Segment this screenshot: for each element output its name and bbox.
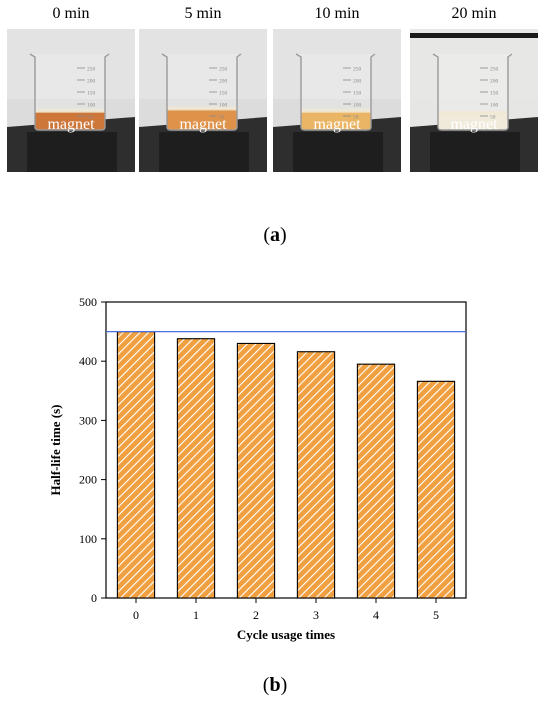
- beaker-glass: [432, 53, 513, 131]
- beaker-photo: 250 200 150 100 50: [410, 29, 538, 172]
- graduation-label: 100: [219, 103, 228, 109]
- beaker-glass: [29, 53, 110, 131]
- graduation-label: 250: [490, 67, 499, 73]
- y-tick-label: 0: [91, 591, 97, 605]
- liquid-surface: [167, 106, 237, 111]
- liquid-surface: [438, 111, 508, 116]
- graduation-label: 200: [490, 79, 499, 85]
- bar: [236, 342, 276, 599]
- photo-time-label: 0 min: [52, 5, 90, 22]
- bar: [356, 363, 396, 599]
- photo-5min: 5 min 250 200 150 100 50 magnet: [139, 0, 267, 172]
- graduation-label: 150: [87, 91, 96, 97]
- graduation-label: 50: [87, 115, 93, 121]
- magnet-block: [293, 132, 383, 172]
- panel-b-letter: b: [269, 674, 281, 696]
- graduation-label: 150: [353, 91, 362, 97]
- bar: [116, 331, 156, 599]
- graduation-label: 100: [353, 103, 362, 109]
- photo-20min: 20 min 250 200 150 100 50 magnet: [410, 0, 538, 172]
- liquid: [301, 111, 371, 130]
- graduation-label: 250: [87, 67, 96, 73]
- graduation-label: 50: [353, 115, 359, 121]
- bar: [296, 351, 336, 599]
- beaker-image: 250 200 150 100 50: [410, 29, 538, 172]
- bar-chart: 0 100 200 300 400 500 0 1 2 3 4 5 Cycle usage times H…: [48, 295, 467, 642]
- magnet-label: magnet: [313, 116, 361, 133]
- x-tick-label: 4: [373, 608, 379, 622]
- magnet-label: magnet: [450, 116, 498, 133]
- graduation-label: 150: [219, 91, 228, 97]
- x-tick-label: 1: [193, 608, 199, 622]
- y-tick-label: 200: [79, 473, 97, 487]
- graduation-label: 150: [490, 91, 499, 97]
- y-tick-label: 100: [79, 532, 97, 546]
- photo-strip: 0 min 250 200 150 100 50 magnet 5 min 250 200…: [7, 0, 543, 172]
- photo-time-label: 20 min: [451, 5, 497, 22]
- magnet-block: [27, 132, 117, 172]
- beaker-photo: 250 200 150 100 50: [139, 29, 267, 172]
- graduation-label: 200: [219, 79, 228, 85]
- x-tick-label: 0: [133, 608, 139, 622]
- photo-10min: 10 min 250 200 150 100 50 magnet: [273, 0, 401, 172]
- graduation-label: 200: [87, 79, 96, 85]
- magnet-label: magnet: [179, 116, 227, 133]
- x-tick-label: 3: [313, 608, 319, 622]
- beaker-image: 250 200 150 100 50: [139, 29, 267, 172]
- magnet-label: magnet: [47, 116, 95, 133]
- graduation-label: 100: [490, 103, 499, 109]
- panel-a-letter: a: [270, 224, 280, 246]
- photo-time-label: 10 min: [314, 5, 360, 22]
- liquid-surface: [301, 108, 371, 113]
- graduation-label: 50: [219, 115, 225, 121]
- beaker-image: 250 200 150 100 50: [7, 29, 135, 172]
- panel-b-caption: (b): [262, 674, 288, 696]
- liquid-surface: [35, 108, 105, 113]
- x-axis-label: Cycle usage times: [237, 627, 335, 642]
- liquid: [35, 111, 105, 130]
- magnet-block: [430, 132, 520, 172]
- graduation-label: 250: [353, 67, 362, 73]
- beaker-glass: [161, 53, 242, 131]
- bar: [176, 338, 216, 599]
- graduation-label: 250: [219, 67, 228, 73]
- y-tick-label: 300: [79, 413, 97, 427]
- y-axis-label: Half-life time (s): [48, 405, 63, 496]
- x-tick-label: 5: [433, 608, 439, 622]
- graduation-label: 200: [353, 79, 362, 85]
- bar: [416, 380, 456, 599]
- beaker-photo: 250 200 150 100 50: [273, 29, 401, 172]
- liquid: [167, 109, 237, 130]
- clamp-bar: [410, 33, 538, 38]
- graduation-label: 100: [87, 103, 96, 109]
- x-tick-label: 2: [253, 608, 259, 622]
- beaker-photo: 250 200 150 100 50: [7, 29, 135, 172]
- beaker-glass: [295, 53, 376, 131]
- y-tick-label: 500: [79, 295, 97, 309]
- graduation-label: 50: [490, 115, 496, 121]
- photo-0min: 0 min 250 200 150 100 50 magnet: [7, 0, 135, 172]
- panel-a-caption: (a): [263, 224, 287, 246]
- photo-time-label: 5 min: [184, 5, 222, 22]
- plot-frame: [105, 301, 467, 599]
- beaker-image: 250 200 150 100 50: [273, 29, 401, 172]
- magnet-block: [159, 132, 249, 172]
- y-tick-label: 400: [79, 354, 97, 368]
- liquid: [438, 114, 508, 130]
